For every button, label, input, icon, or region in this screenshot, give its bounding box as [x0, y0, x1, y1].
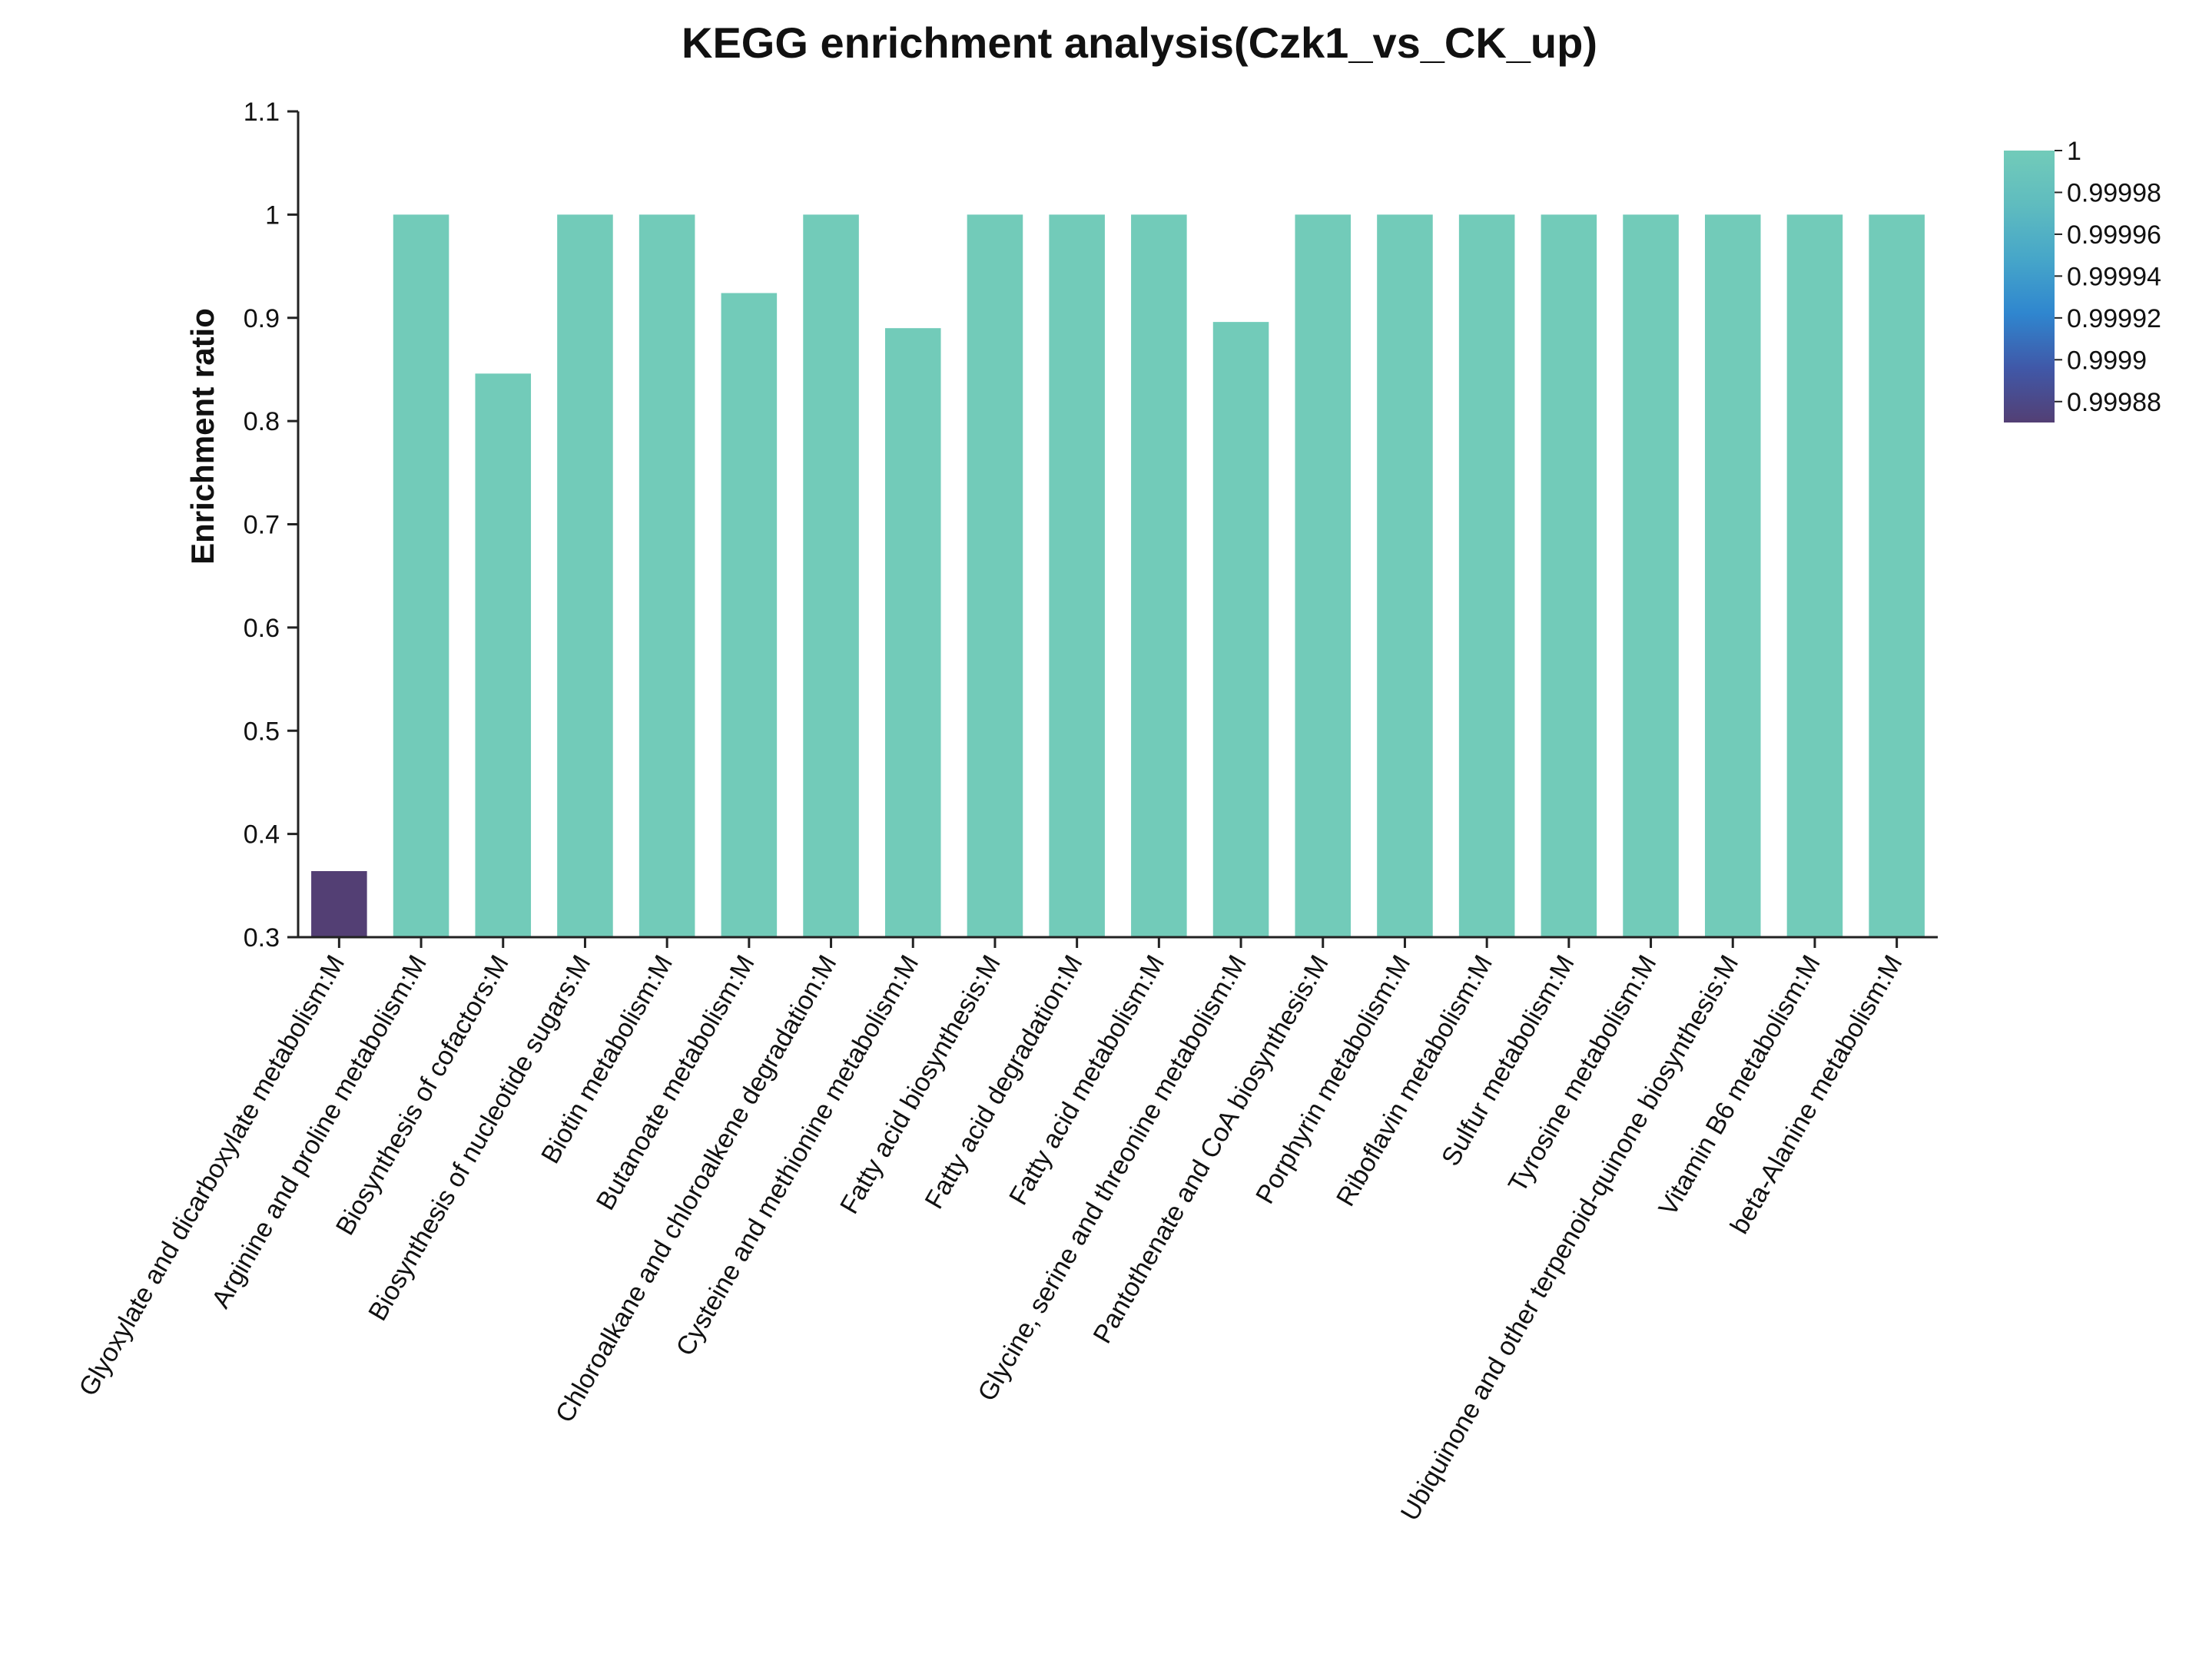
- bar: [967, 214, 1023, 937]
- bar: [1869, 214, 1925, 937]
- x-tick-label: Riboflavin metabolism:M: [1331, 950, 1498, 1211]
- colorbar-tick-label: 0.9999: [2067, 346, 2147, 375]
- x-axis-ticks: Glyoxylate and dicarboxylate metabolism:…: [74, 937, 1909, 1526]
- colorbar-tick-label: 0.99994: [2067, 262, 2161, 291]
- bar: [1131, 214, 1187, 937]
- bar: [1212, 322, 1269, 937]
- y-tick-label: 1: [265, 200, 280, 230]
- bar: [1377, 214, 1433, 937]
- y-tick-label: 0.3: [244, 923, 280, 953]
- bar: [1786, 214, 1843, 937]
- bar: [638, 214, 695, 937]
- y-tick-label: 0.7: [244, 511, 280, 540]
- y-tick-label: 0.5: [244, 717, 280, 746]
- bar: [1541, 214, 1597, 937]
- bar: [1623, 214, 1679, 937]
- y-tick-label: 0.9: [244, 304, 280, 333]
- x-tick-label: Fatty acid metabolism:M: [1003, 950, 1170, 1210]
- colorbar-legend: 1 0.99998 0.99996 0.99994 0.99992 0.9999 0.999…: [2004, 137, 2161, 422]
- x-tick-label: Tyrosine metabolism:M: [1503, 950, 1663, 1198]
- x-tick-label: Vitamin B6 metabolism:M: [1653, 950, 1826, 1221]
- bar: [475, 373, 532, 937]
- y-axis-label: Enrichment ratio: [184, 308, 221, 565]
- colorbar-tick-label: 0.99998: [2067, 178, 2161, 207]
- bar: [557, 214, 613, 937]
- colorbar-tick-label: 0.99996: [2067, 220, 2161, 250]
- y-tick-label: 0.4: [244, 820, 280, 850]
- bar: [1458, 214, 1515, 937]
- bar-series: [311, 214, 1925, 937]
- x-tick-label: Fatty acid biosynthesis:M: [834, 950, 1007, 1219]
- x-tick-label: Fatty acid degradation:M: [920, 950, 1089, 1214]
- y-axis-ticks: 0.3 0.4 0.5 0.6 0.7 0.8 0.9 1 1.1: [244, 98, 298, 953]
- bar: [721, 293, 778, 937]
- bar: [311, 871, 367, 937]
- y-tick-label: 1.1: [244, 98, 280, 127]
- bar: [1049, 214, 1105, 937]
- bar: [1704, 214, 1761, 937]
- colorbar-tick-label: 0.99988: [2067, 388, 2161, 417]
- bar: [884, 328, 941, 937]
- x-tick-label: Porphyrin metabolism:M: [1250, 950, 1416, 1208]
- colorbar-tick-label: 1: [2067, 137, 2081, 166]
- bar: [393, 214, 449, 937]
- bar: [803, 214, 859, 937]
- colorbar-tick-label: 0.99992: [2067, 304, 2161, 333]
- chart-title: KEGG enrichment analysis(Czk1_vs_CK_up): [682, 18, 1597, 67]
- y-tick-label: 0.6: [244, 614, 280, 643]
- x-tick-label: beta-Alanine metabolism:M: [1725, 950, 1909, 1239]
- y-tick-label: 0.8: [244, 407, 280, 436]
- x-tick-label: Butanoate metabolism:M: [591, 950, 761, 1215]
- bar: [1295, 214, 1352, 937]
- colorbar-gradient: [2004, 151, 2055, 422]
